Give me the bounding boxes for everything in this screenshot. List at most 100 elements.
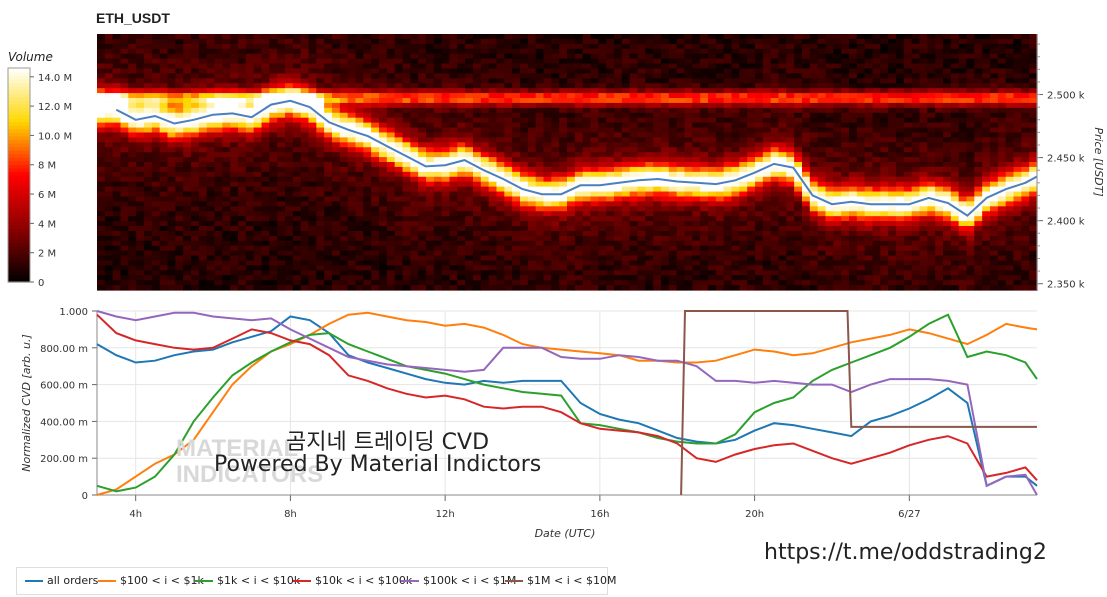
heatmap-cell — [394, 117, 404, 124]
heatmap-cell — [339, 43, 349, 50]
heatmap-cell — [355, 73, 364, 79]
heatmap-cell — [269, 98, 278, 104]
heatmap-cell — [551, 48, 560, 55]
heatmap-cell — [543, 265, 552, 271]
heatmap-cell — [175, 127, 184, 134]
heatmap-cell — [582, 235, 592, 242]
heatmap-cell — [841, 147, 850, 153]
heatmap-cell — [817, 275, 827, 281]
heatmap-cell — [512, 206, 521, 212]
heatmap-cell — [708, 270, 717, 276]
heatmap-cell — [253, 270, 263, 276]
heatmap-cell — [692, 250, 701, 257]
heatmap-cell — [692, 166, 701, 173]
heatmap-cell — [473, 83, 482, 89]
heatmap-cell — [637, 43, 646, 50]
heatmap-cell — [355, 240, 364, 247]
heatmap-cell — [183, 68, 192, 74]
heatmap-cell — [825, 166, 834, 173]
heatmap-cell — [708, 265, 717, 271]
heatmap-cell — [778, 280, 787, 286]
heatmap-cell — [410, 275, 419, 281]
heatmap-cell — [386, 102, 396, 109]
heatmap-cell — [410, 38, 419, 45]
heatmap-cell — [762, 265, 772, 271]
heatmap-cell — [692, 157, 701, 163]
heatmap-cell — [465, 122, 474, 129]
heatmap-cell — [559, 132, 568, 138]
heatmap-cell — [347, 112, 357, 119]
heatmap-cell — [238, 201, 247, 207]
heatmap-cell — [582, 93, 592, 99]
heatmap-cell — [253, 88, 263, 94]
heatmap-cell — [441, 152, 451, 158]
heatmap-cell — [449, 58, 458, 65]
heatmap-cell — [183, 196, 192, 202]
heatmap-cell — [661, 48, 670, 55]
heatmap-cell — [449, 68, 458, 74]
heatmap-cell — [332, 98, 341, 104]
heatmap-cell — [198, 191, 208, 198]
heatmap-cell — [363, 137, 372, 143]
heatmap-cell — [551, 230, 560, 237]
heatmap-cell — [637, 285, 646, 291]
heatmap-cell — [426, 176, 435, 183]
heatmap-cell — [316, 48, 325, 55]
heatmap-cell — [253, 285, 263, 291]
heatmap-cell — [520, 48, 529, 55]
heatmap-cell — [253, 127, 263, 134]
heatmap-cell — [120, 38, 129, 45]
heatmap-cell — [559, 201, 568, 207]
heatmap-cell — [402, 127, 411, 134]
heatmap-cell — [300, 162, 310, 168]
heatmap-cell — [112, 196, 122, 202]
heatmap-cell — [191, 211, 200, 217]
heatmap-cell — [183, 270, 192, 276]
heatmap-cell — [120, 112, 129, 119]
heatmap-cell — [128, 83, 137, 89]
heatmap-cell — [433, 265, 443, 271]
heatmap-cell — [112, 201, 122, 207]
heatmap-cell — [504, 102, 513, 109]
heatmap-cell — [770, 73, 780, 79]
heatmap-cell — [645, 181, 654, 188]
heatmap-cell — [144, 68, 153, 74]
heatmap-cell — [144, 122, 153, 129]
heatmap-cell — [598, 48, 607, 55]
heatmap-cell — [723, 137, 733, 143]
heatmap-cell — [621, 176, 631, 183]
heatmap-cell — [567, 107, 576, 114]
heatmap-cell — [825, 270, 834, 276]
heatmap-cell — [394, 285, 404, 291]
heatmap-cell — [535, 98, 545, 104]
heatmap-cell — [802, 270, 811, 276]
heatmap-cell — [700, 157, 709, 163]
heatmap-cell — [473, 181, 482, 188]
heatmap-cell — [159, 206, 169, 212]
heatmap-cell — [245, 181, 255, 188]
heatmap-cell — [645, 186, 654, 193]
heatmap-cell — [567, 240, 576, 247]
heatmap-cell — [786, 98, 795, 104]
heatmap-cell — [363, 275, 372, 281]
heatmap-cell — [112, 142, 122, 148]
heatmap-cell — [598, 127, 607, 134]
heatmap-cell — [653, 245, 662, 252]
heatmap-cell — [504, 93, 513, 99]
heatmap-cell — [261, 166, 270, 173]
heatmap-cell — [755, 43, 764, 50]
heatmap-cell — [167, 270, 176, 276]
heatmap-cell — [285, 250, 294, 257]
heatmap-cell — [355, 122, 364, 129]
heatmap-cell — [332, 230, 341, 237]
heatmap-cell — [629, 83, 639, 89]
heatmap-cell — [144, 171, 153, 178]
heatmap-cell — [825, 53, 834, 60]
heatmap-cell — [504, 245, 513, 252]
heatmap-cell — [668, 280, 678, 286]
heatmap-cell — [778, 122, 787, 129]
heatmap-cell — [285, 216, 294, 222]
heatmap-cell — [292, 38, 302, 45]
heatmap-cell — [708, 117, 717, 124]
heatmap-cell — [347, 162, 357, 168]
